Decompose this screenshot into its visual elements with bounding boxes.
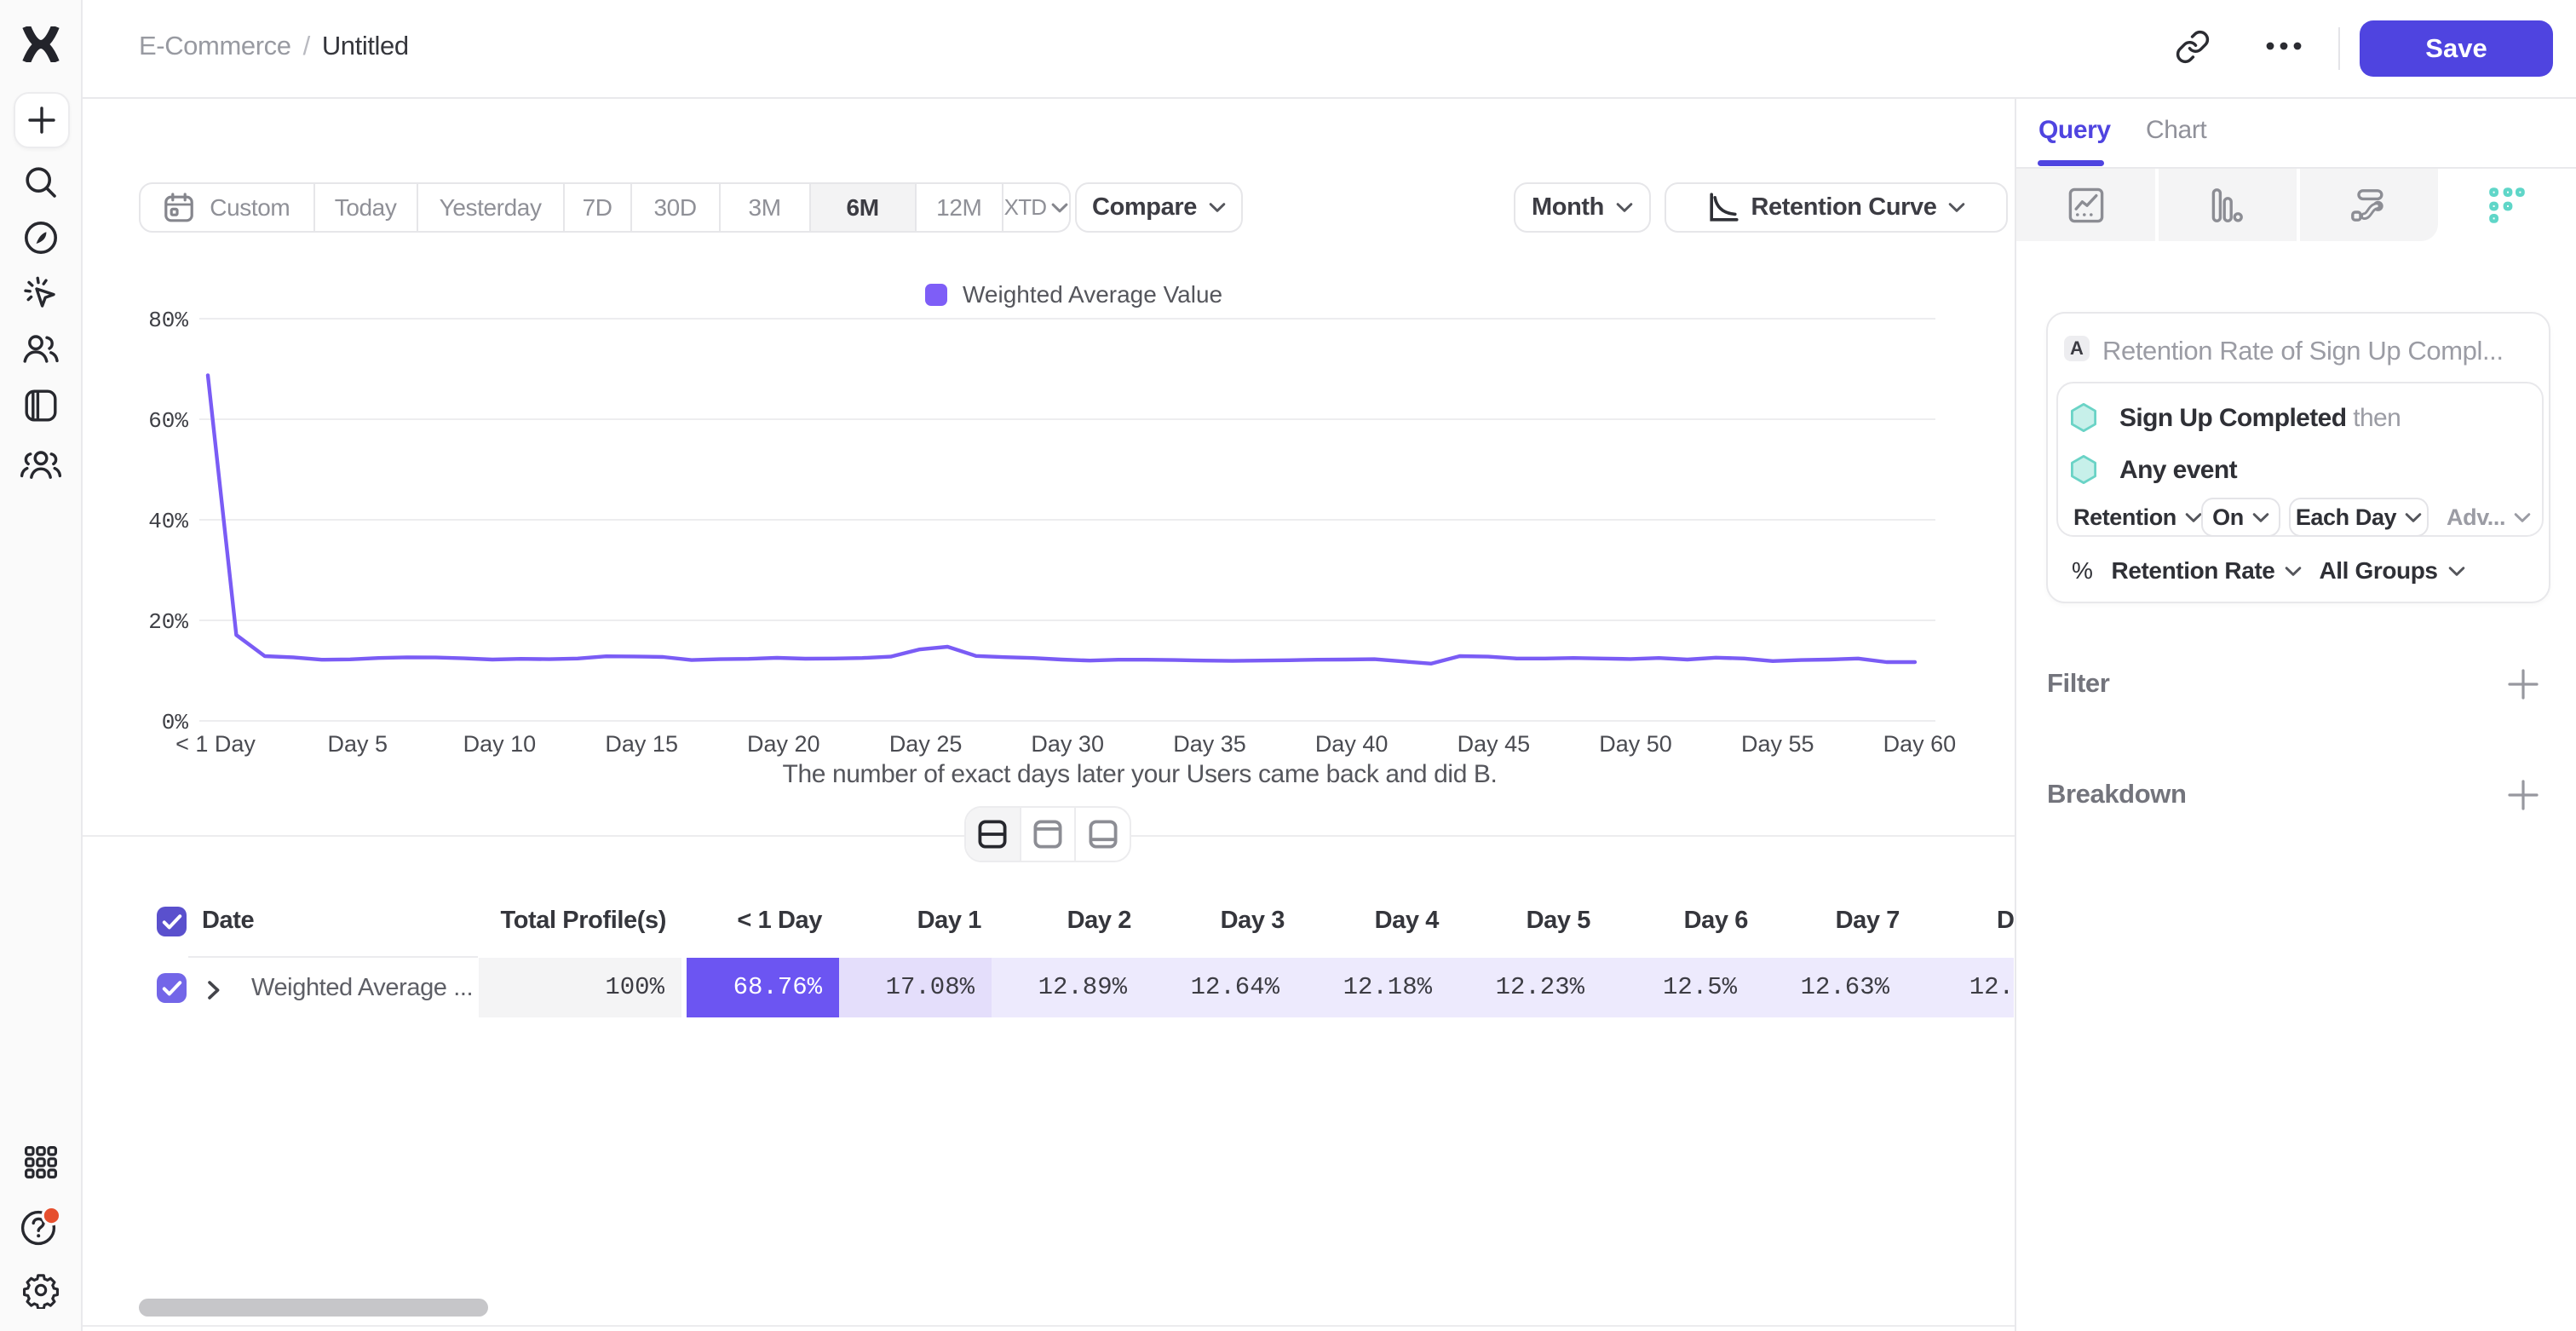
svg-text:< 1 Day: < 1 Day [175, 731, 256, 757]
svg-text:Day 35: Day 35 [1173, 731, 1246, 757]
svg-text:0%: 0% [162, 710, 189, 735]
svg-text:Day 5: Day 5 [328, 731, 388, 757]
svg-text:Day 45: Day 45 [1458, 731, 1531, 757]
svg-text:Day 50: Day 50 [1599, 731, 1672, 757]
svg-text:Day 25: Day 25 [889, 731, 963, 757]
svg-text:Day 55: Day 55 [1741, 731, 1814, 757]
svg-text:Day 15: Day 15 [605, 731, 678, 757]
svg-text:Day 40: Day 40 [1315, 731, 1389, 757]
svg-text:Day 10: Day 10 [463, 731, 537, 757]
svg-text:20%: 20% [148, 609, 188, 635]
svg-text:Day 60: Day 60 [1883, 731, 1957, 757]
svg-text:80%: 80% [148, 308, 188, 333]
svg-text:Day 20: Day 20 [747, 731, 820, 757]
svg-text:60%: 60% [148, 408, 188, 434]
svg-text:Day 30: Day 30 [1031, 731, 1104, 757]
svg-text:40%: 40% [148, 509, 188, 534]
